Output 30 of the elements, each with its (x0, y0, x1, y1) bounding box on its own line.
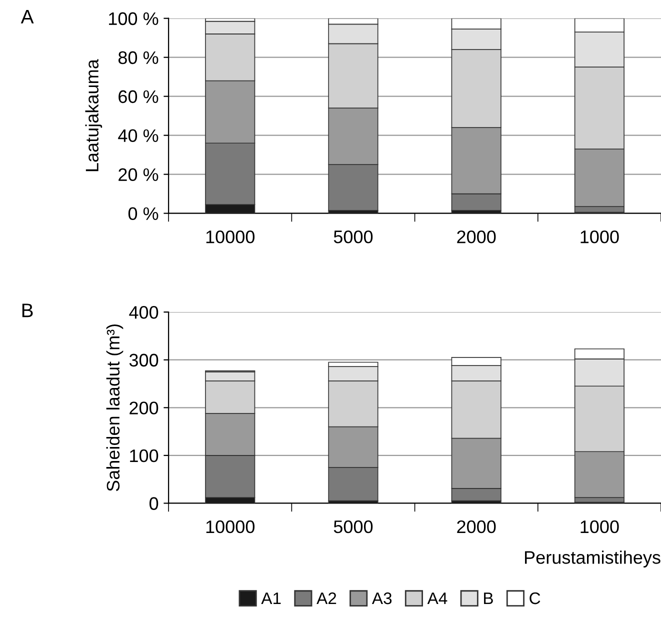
y-axis-title: Saheiden laadut (m³) (106, 324, 124, 492)
y-tick-label: 100 % (109, 12, 158, 26)
y-tick-label: 0 (149, 497, 158, 510)
y-tick-label: 40 % (118, 129, 158, 142)
x-tick-label: 5000 (334, 230, 373, 244)
x-tick-label: 1000 (580, 230, 619, 244)
legend-label: B (484, 592, 493, 604)
x-tick-label: 10000 (206, 230, 255, 244)
y-tick-label: 20 % (118, 168, 158, 182)
y-tick-label: 0 % (128, 207, 158, 220)
x-axis-title: Perustamistiheys (525, 550, 660, 568)
y-axis-title: Laatujakauma (85, 59, 102, 172)
y-tick-label: 300 (129, 354, 158, 367)
y-tick-label: 80 % (118, 51, 158, 64)
y-tick-label: 400 (129, 306, 158, 319)
y-tick-label: 200 (130, 402, 158, 414)
legend-label: A1 (261, 592, 281, 604)
y-tick-label: 100 (130, 449, 158, 462)
x-tick-label: 5000 (334, 520, 373, 534)
legend-label: A3 (372, 592, 392, 604)
legend-label: C (530, 592, 540, 604)
x-tick-label: 10000 (206, 520, 255, 534)
x-tick-label: 1000 (580, 520, 619, 534)
legend-label: A4 (427, 592, 448, 604)
chart-title: B (22, 304, 33, 318)
x-tick-label: 2000 (457, 230, 496, 244)
legend-label: A2 (316, 592, 336, 604)
chart-title: A (20, 10, 34, 24)
y-tick-label: 60 % (118, 90, 158, 104)
x-tick-label: 2000 (457, 520, 496, 534)
